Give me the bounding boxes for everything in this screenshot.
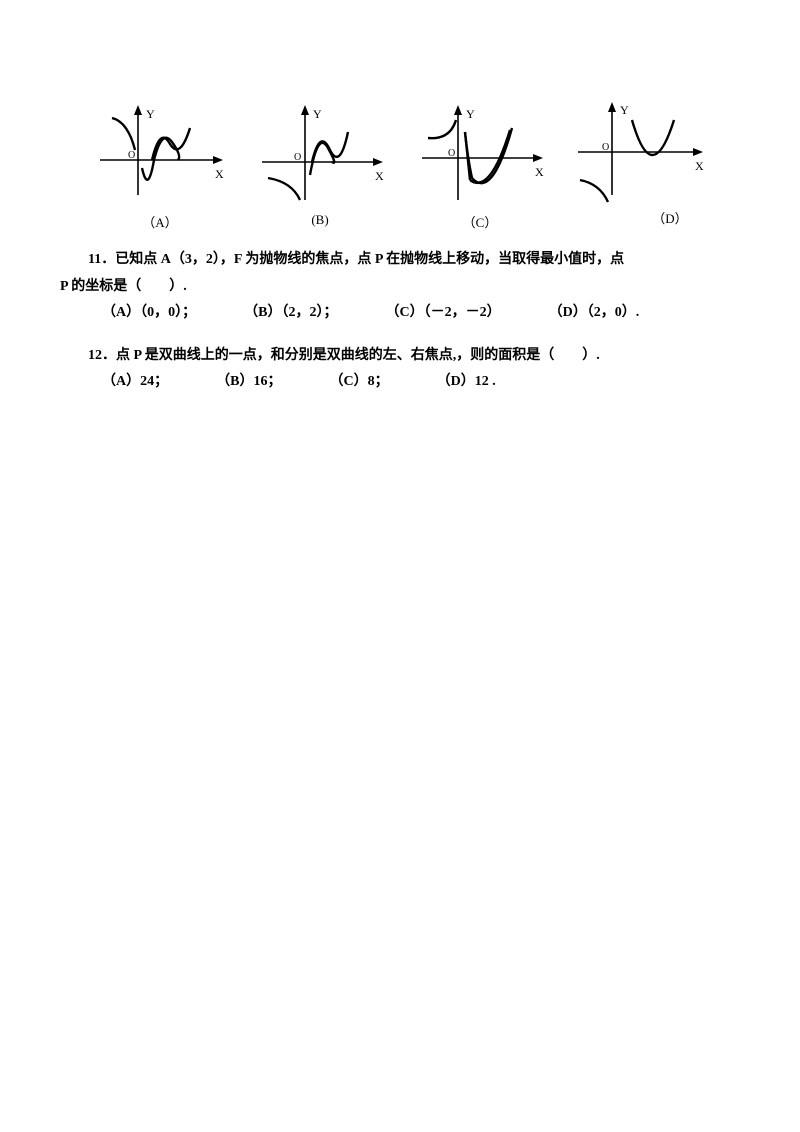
graph-d: Y X O （D） [560,100,720,231]
graph-b: Y X O (B) [240,100,400,228]
origin-label: O [448,148,455,159]
axis-y-label: Y [146,107,155,121]
q11-option-b: （B）（2，2）； [244,300,337,327]
q11-option-a: （A）（0，0）； [102,300,196,327]
axis-y-label: Y [313,107,322,121]
graph-a-svg: Y X O [90,100,230,210]
axis-x-label: X [215,167,224,181]
question-11-options: （A）（0，0）； （B）（2，2）； （C）（－2，－2） （D）（2，0）. [60,300,740,327]
graph-c-label: （C） [463,212,498,231]
graph-d-label: （D） [652,208,687,227]
axis-x-label: X [535,165,544,179]
q12-option-b: （B）16； [216,369,281,396]
graph-a: Y X O （A） [80,100,240,231]
q11-option-d: （D）（2，0）. [549,300,640,327]
question-12-options: （A）24； （B）16； （C）8； （D）12 . [60,369,740,396]
graph-c-svg: Y X O [410,100,550,210]
axis-x-label: X [375,169,384,183]
q12-option-c: （C）8； [329,369,388,396]
graph-b-label: (B) [311,212,328,228]
q12-option-d: （D）12 . [437,369,496,396]
graph-d-svg: Y X O [570,100,710,210]
q11-option-c: （C）（－2，－2） [385,300,500,327]
origin-label: O [294,152,301,163]
axis-y-label: Y [620,103,629,117]
graph-a-label: （A） [142,212,177,231]
graphs-row: Y X O （A） Y X O (B) [60,100,740,231]
origin-label: O [602,142,609,153]
axis-x-label: X [695,159,704,173]
question-12: 12．点 P 是双曲线上的一点，和分别是双曲线的左、右焦点,，则的面积是（ ）. [60,343,740,370]
graph-b-svg: Y X O [250,100,390,210]
question-11-line2: P 的坐标是（ ）. [60,274,740,301]
graph-c: Y X O （C） [400,100,560,231]
question-11-line1: 11．已知点 A（3，2），F 为抛物线的焦点，点 P 在抛物线上移动，当取得最… [60,247,740,274]
axis-y-label: Y [466,107,475,121]
origin-label: O [128,150,135,161]
q12-option-a: （A）24； [102,369,168,396]
